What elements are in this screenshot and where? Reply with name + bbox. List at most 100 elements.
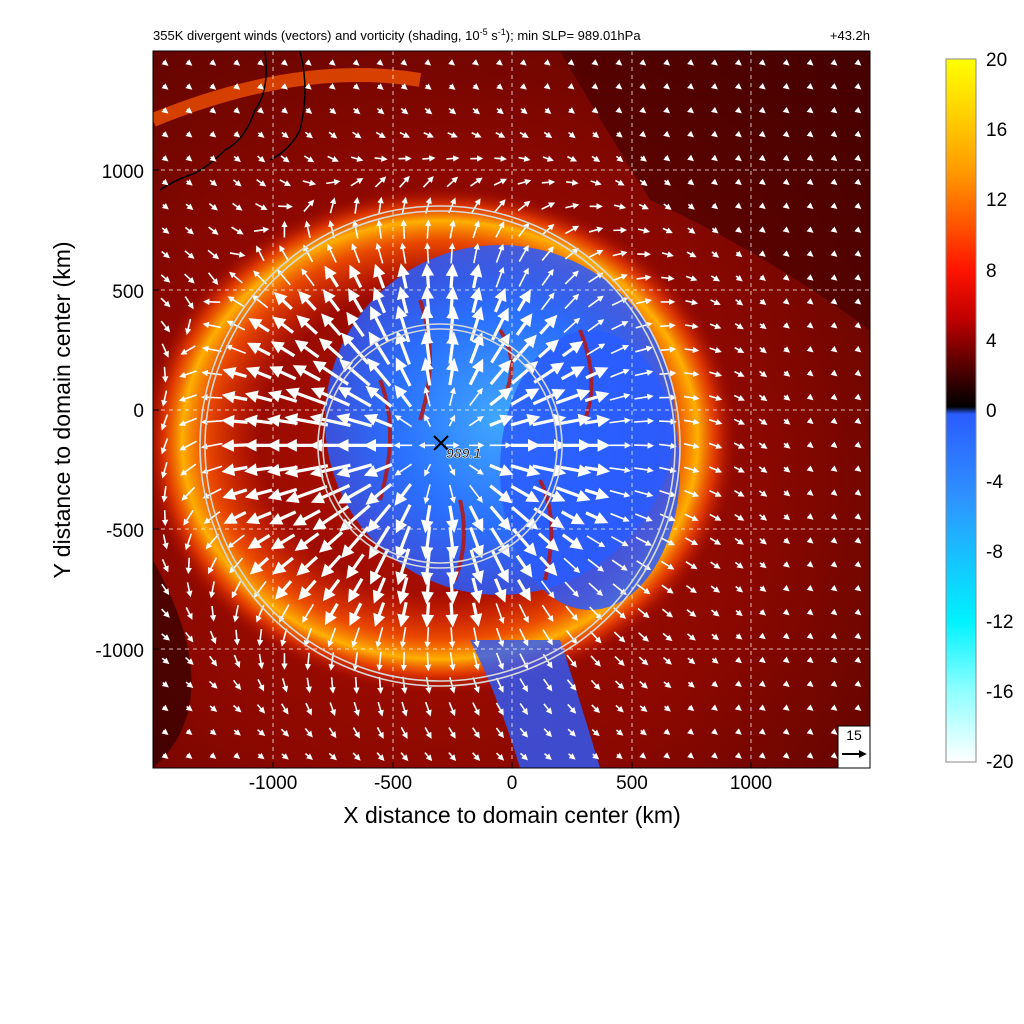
wind-vector	[710, 752, 718, 759]
wind-vector	[542, 629, 553, 646]
wind-vector	[322, 578, 341, 602]
y-tick-label: -1000	[95, 641, 144, 662]
wind-vector	[515, 554, 533, 578]
wind-vector	[352, 219, 359, 239]
wind-vector	[609, 393, 631, 401]
wind-vector	[445, 505, 459, 533]
wind-vector	[782, 202, 790, 210]
wind-vector	[759, 370, 768, 378]
wind-vector	[495, 59, 503, 66]
wind-vector	[201, 394, 223, 401]
wind-vector	[394, 483, 413, 506]
wind-vector	[448, 83, 456, 90]
wind-vector	[493, 287, 507, 313]
wind-vector	[634, 369, 654, 377]
wind-vector	[281, 131, 289, 139]
wind-vector	[324, 603, 339, 626]
wind-vector	[233, 654, 241, 669]
wind-vector	[233, 155, 241, 163]
wind-vector	[734, 178, 742, 186]
wind-vector	[806, 274, 814, 281]
wind-vector	[637, 227, 651, 234]
wind-vector	[227, 296, 245, 308]
wind-vector	[221, 414, 248, 428]
wind-vector	[280, 83, 288, 90]
wind-vector	[564, 225, 580, 235]
wind-vector	[709, 323, 722, 330]
wind-vector	[565, 630, 578, 645]
wind-vector	[396, 286, 410, 314]
wind-vector	[687, 203, 695, 210]
y-tick-labels: -1000 -500 0 500 1000	[95, 162, 144, 662]
wind-vector	[227, 534, 245, 549]
wind-vector	[326, 178, 341, 186]
wind-vector	[543, 752, 552, 760]
wind-vector	[854, 537, 862, 544]
wind-vector	[635, 345, 653, 353]
wind-vector	[565, 605, 579, 621]
wind-vector	[304, 753, 313, 760]
wind-vector	[185, 656, 194, 665]
wind-vector	[353, 676, 360, 694]
wind-vector	[186, 582, 193, 598]
wind-vector	[638, 656, 649, 666]
wind-vector	[395, 330, 411, 365]
wind-vector	[520, 107, 528, 115]
wind-vector	[185, 632, 194, 643]
wind-vector	[185, 681, 194, 689]
wind-vector	[518, 244, 529, 263]
wind-vector	[710, 178, 718, 186]
wind-vector	[448, 414, 456, 427]
wind-vector	[233, 131, 241, 138]
wind-vector	[209, 630, 217, 645]
dark-region-ne	[560, 51, 870, 330]
wind-vector	[401, 196, 408, 214]
colorbar-gradient	[945, 58, 977, 763]
colorbar-tick: -4	[986, 472, 1003, 493]
wind-vector	[491, 307, 509, 341]
wind-vector	[161, 250, 170, 259]
wind-vector	[584, 414, 611, 428]
wind-vector	[684, 394, 700, 402]
wind-vector	[564, 293, 580, 310]
colorbar-tick: -20	[986, 752, 1013, 773]
wind-vector	[350, 177, 364, 187]
wind-vector	[226, 320, 246, 331]
wind-vector	[445, 602, 459, 628]
wind-vector	[518, 603, 529, 624]
wind-vector	[589, 630, 602, 644]
wind-vector	[296, 315, 319, 335]
wind-vector	[537, 339, 560, 359]
wind-vector	[489, 359, 512, 386]
wind-vector	[711, 251, 720, 258]
wind-vector	[830, 154, 838, 162]
wind-vector	[185, 179, 193, 186]
wind-vector	[541, 604, 554, 623]
wind-vector	[519, 678, 528, 693]
wind-vector	[161, 107, 169, 114]
wind-vector	[494, 155, 507, 162]
wind-vector	[423, 484, 431, 505]
wind-vector	[541, 202, 556, 210]
wind-vector	[806, 489, 814, 496]
wind-vector	[202, 488, 222, 499]
wind-vector	[232, 704, 242, 713]
wind-vector	[245, 511, 272, 525]
wind-vector	[709, 489, 722, 497]
wind-vector	[304, 652, 312, 671]
wind-vector	[564, 247, 579, 260]
wind-vector	[223, 510, 247, 524]
wind-vector	[400, 726, 408, 739]
wind-vector	[663, 203, 672, 210]
wind-vector	[495, 603, 505, 625]
wind-vector	[659, 513, 676, 522]
wind-vector	[205, 533, 220, 550]
wind-vector	[203, 510, 221, 524]
wind-vector	[399, 242, 407, 264]
wind-vector	[231, 580, 242, 599]
wind-vector	[734, 202, 742, 210]
wind-vector	[472, 727, 480, 739]
wind-vector	[567, 107, 575, 114]
wind-vector	[209, 130, 217, 138]
wind-vector	[519, 83, 527, 90]
